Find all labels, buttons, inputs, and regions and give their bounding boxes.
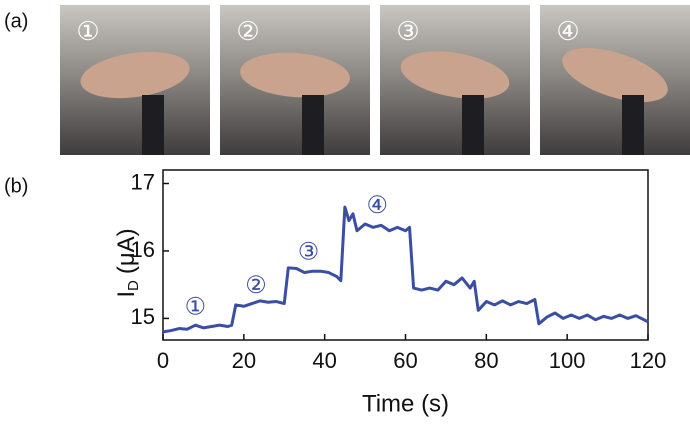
- photo-label: ②: [236, 16, 259, 46]
- x-tick-label: 120: [630, 348, 667, 373]
- y-tick-label: 16: [131, 237, 155, 262]
- plot-frame: [162, 169, 649, 341]
- x-tick-label: 40: [312, 348, 336, 373]
- x-tick-label: 100: [549, 348, 586, 373]
- annotation: ①: [185, 294, 207, 321]
- data-line: [162, 205, 649, 334]
- x-tick-label: 20: [232, 348, 256, 373]
- y-tick-label: 15: [131, 304, 155, 329]
- photo-device: [462, 95, 484, 155]
- y-axis-label-part: (μA): [113, 228, 140, 274]
- annotation: ④: [366, 192, 388, 219]
- x-tick-label: 80: [474, 348, 498, 373]
- annotation: ③: [298, 238, 320, 265]
- photo-label: ③: [396, 16, 419, 46]
- y-tick-label: 17: [131, 169, 155, 194]
- photo-label: ①: [76, 16, 99, 46]
- panel-label: (b): [4, 175, 28, 197]
- annotation: ②: [245, 272, 267, 299]
- x-axis-label: Time (s): [362, 390, 449, 417]
- photo-device: [302, 95, 324, 155]
- x-tick-label: 60: [393, 348, 417, 373]
- photo-label: ④: [556, 16, 579, 46]
- x-tick-label: 0: [157, 348, 169, 373]
- photo-arm: [562, 48, 668, 102]
- y-axis-label: ID (μA): [113, 228, 142, 297]
- photo-arm: [80, 51, 190, 99]
- photo-device: [622, 95, 644, 155]
- photo-arm: [400, 51, 510, 99]
- photo-arm: [240, 52, 350, 98]
- photo-device: [142, 95, 164, 155]
- y-axis-label-part: D: [125, 280, 142, 291]
- panel-label: (a): [4, 10, 28, 32]
- y-axis-label-part: I: [113, 291, 140, 298]
